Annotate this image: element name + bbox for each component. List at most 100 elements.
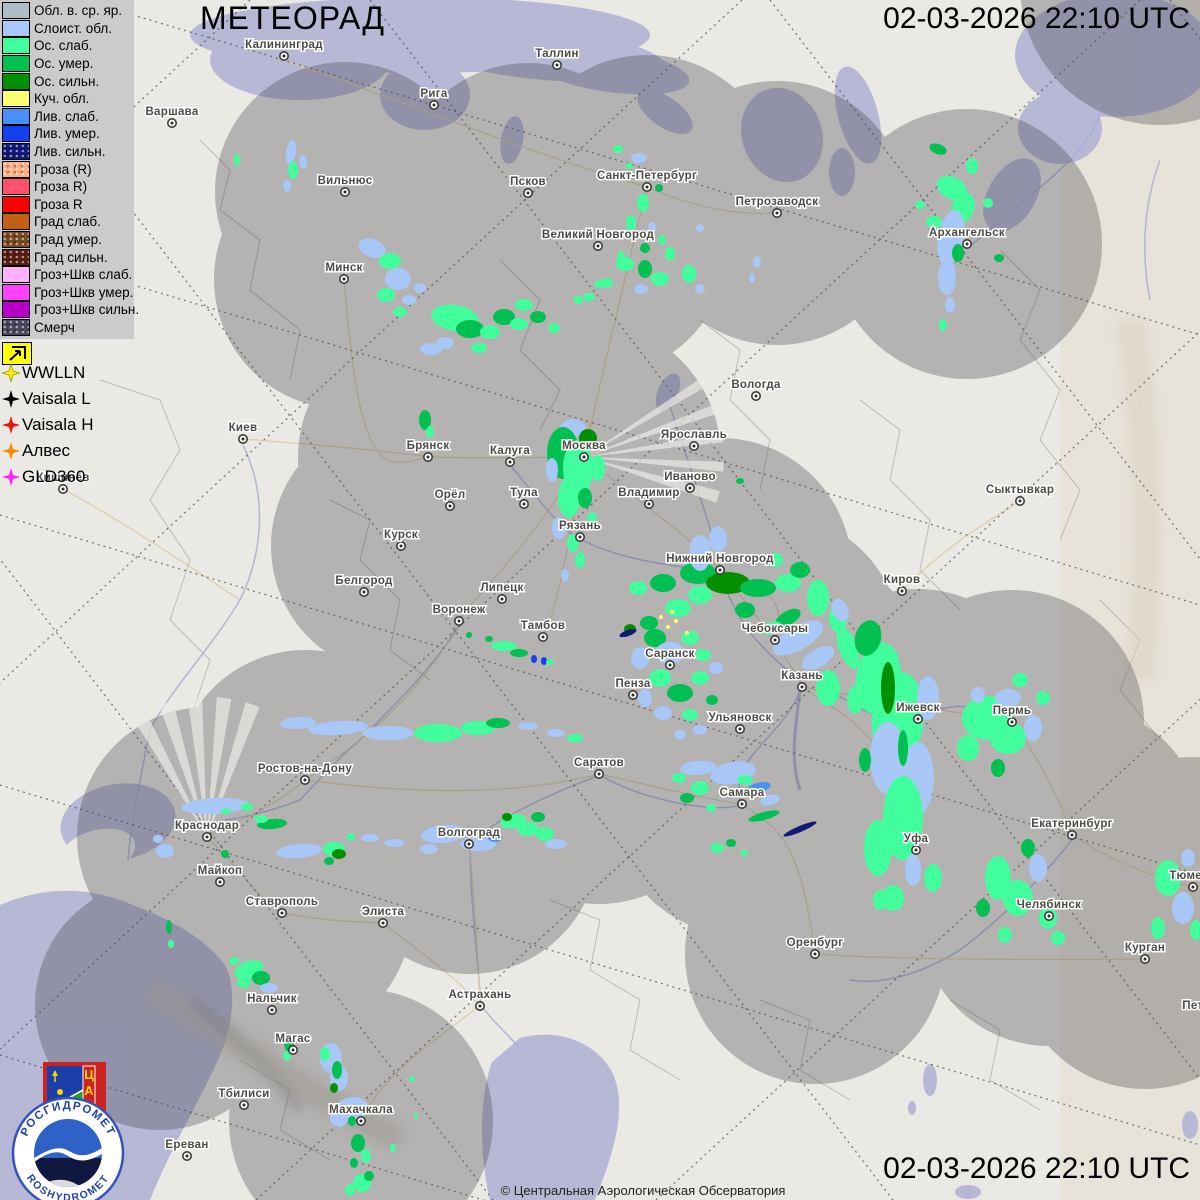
city-marker: Калининград — [244, 38, 324, 61]
lightning-source-label: Алвес — [22, 441, 71, 460]
city-marker: Рязань — [557, 519, 602, 542]
city-marker: Москва — [561, 439, 607, 462]
city-marker: Саратов — [573, 756, 625, 779]
city-label: Санкт-Петербург — [597, 170, 697, 182]
legend-swatch — [2, 213, 30, 231]
lightning-cross-icon — [2, 390, 20, 408]
lightning-cross-icon — [2, 468, 20, 486]
city-label: Тамбов — [521, 620, 566, 632]
lightning-source-label: GLD360 — [22, 467, 86, 486]
legend-item: Ос. сильн. — [2, 72, 134, 90]
lightning-source-item: Алвес — [2, 438, 94, 464]
city-marker: Киров — [882, 573, 922, 596]
city-label: Екатеринбург — [1031, 818, 1113, 830]
city-marker: Тамбов — [519, 619, 566, 642]
city-label: Челябинск — [1017, 899, 1081, 911]
legend-item: Гроз+Шкв умер. — [2, 283, 134, 302]
legend-swatch — [2, 266, 30, 284]
lightning-source-label: Vaisala H — [22, 415, 94, 434]
city-label: Рига — [420, 88, 447, 100]
city-label: Пенза — [615, 678, 650, 690]
city-marker: Архангельск — [928, 226, 1006, 250]
city-marker: Петрозаводск — [734, 195, 820, 219]
city-marker: Владимир — [617, 486, 681, 509]
lightning-source-item: Vaisala H — [2, 412, 94, 438]
legend-item: Град слаб. — [2, 213, 134, 231]
city-marker: Киев — [227, 421, 259, 444]
city-marker: Магас — [274, 1032, 312, 1056]
legend-swatch — [2, 72, 30, 90]
city-marker: Нижний Новгород — [665, 552, 775, 575]
city-label: Оренбург — [787, 937, 844, 949]
city-label: Тбилиси — [218, 1088, 269, 1100]
timestamp-top: 02-03-2026 22:10 UTC — [883, 2, 1190, 35]
tornado-arrow-icon — [9, 346, 26, 361]
city-label: Вологда — [731, 379, 781, 391]
city-label: Уфа — [904, 833, 929, 845]
copyright-line: © Центральная Аэрологическая Обсерватори… — [500, 1183, 786, 1198]
lightning-source-item: Vaisala L — [2, 386, 94, 412]
city-marker: Калуга — [488, 444, 532, 467]
legend-label: Лив. слаб. — [34, 108, 99, 124]
legend-item: Град сильн. — [2, 248, 134, 266]
legend-swatch — [2, 90, 30, 108]
city-marker: Иваново — [663, 470, 717, 493]
city-label: Ставрополь — [246, 896, 319, 908]
city-marker: Белгород — [334, 574, 394, 597]
lightning-source-item: WWLLN — [2, 360, 94, 386]
city-label: Курск — [384, 529, 418, 541]
city-label: Орёл — [435, 489, 466, 501]
city-marker: Ставрополь — [244, 895, 319, 918]
roshydromet-logo: РОСГИДРОМЕТ ROSHYDROMET — [11, 1096, 125, 1200]
legend-label: Слоист. обл. — [34, 20, 113, 36]
city-marker: Пермь — [991, 704, 1033, 727]
legend-label: Гроза R — [34, 196, 83, 212]
city-marker: Рига — [419, 87, 449, 111]
legend-swatch — [2, 195, 30, 213]
city-marker: Санкт-Петербург — [595, 169, 698, 193]
city-marker: Самара — [718, 786, 766, 809]
city-label: Кишинёв — [36, 472, 89, 484]
city-marker: Ереван — [164, 1138, 210, 1162]
legend-swatch — [2, 178, 30, 196]
legend-swatch — [2, 248, 30, 266]
svg-text:А: А — [84, 1083, 94, 1098]
page-title: МЕТЕОРАД — [200, 0, 386, 36]
city-marker: Курск — [383, 528, 419, 551]
legend-label: Гроза R) — [34, 179, 88, 195]
city-label: Краснодар — [175, 820, 239, 832]
city-label: Сыктывкар — [986, 484, 1054, 496]
legend-label: Гроз+Шкв слаб. — [34, 267, 133, 283]
city-marker: Тула — [509, 486, 539, 509]
city-marker: Пенза — [614, 677, 652, 700]
legend-item: Гроза (R) — [2, 160, 134, 178]
legend-swatch — [2, 143, 30, 161]
city-marker: Петропавловск — [1181, 999, 1200, 1014]
city-marker: Курган — [1123, 941, 1166, 964]
city-label: Калининград — [245, 39, 323, 51]
legend-label: Лив. умер. — [34, 126, 100, 142]
legend-swatch — [2, 37, 30, 55]
timestamp-bottom: 02-03-2026 22:10 UTC — [883, 1152, 1190, 1185]
city-label: Псков — [510, 176, 546, 188]
city-marker: Вильнюс — [316, 174, 374, 198]
legend-item: Град умер. — [2, 231, 134, 249]
city-marker: Ульяновск — [707, 711, 773, 734]
city-marker: Орёл — [433, 488, 467, 511]
legend-swatch — [2, 19, 30, 37]
city-label: Москва — [562, 440, 606, 452]
city-marker: Воронеж — [431, 603, 487, 626]
city-marker: Махачкала — [328, 1103, 394, 1127]
city-label: Брянск — [407, 440, 450, 452]
legend-item: Гроза R) — [2, 178, 134, 196]
city-label: Самара — [720, 787, 765, 799]
city-label: Казань — [781, 670, 822, 682]
legend-label: Ос. слаб. — [34, 38, 93, 54]
city-label: Ереван — [165, 1139, 208, 1151]
lightning-source-label: WWLLN — [22, 363, 86, 382]
city-markers-layer: Калининград Варшава Таллин Рига Вильнюс Псков… — [35, 38, 1200, 1162]
city-label: Элиста — [362, 906, 405, 918]
legend-swatch — [2, 231, 30, 249]
city-label: Киев — [229, 422, 258, 434]
legend-item: Куч. обл. — [2, 90, 134, 108]
